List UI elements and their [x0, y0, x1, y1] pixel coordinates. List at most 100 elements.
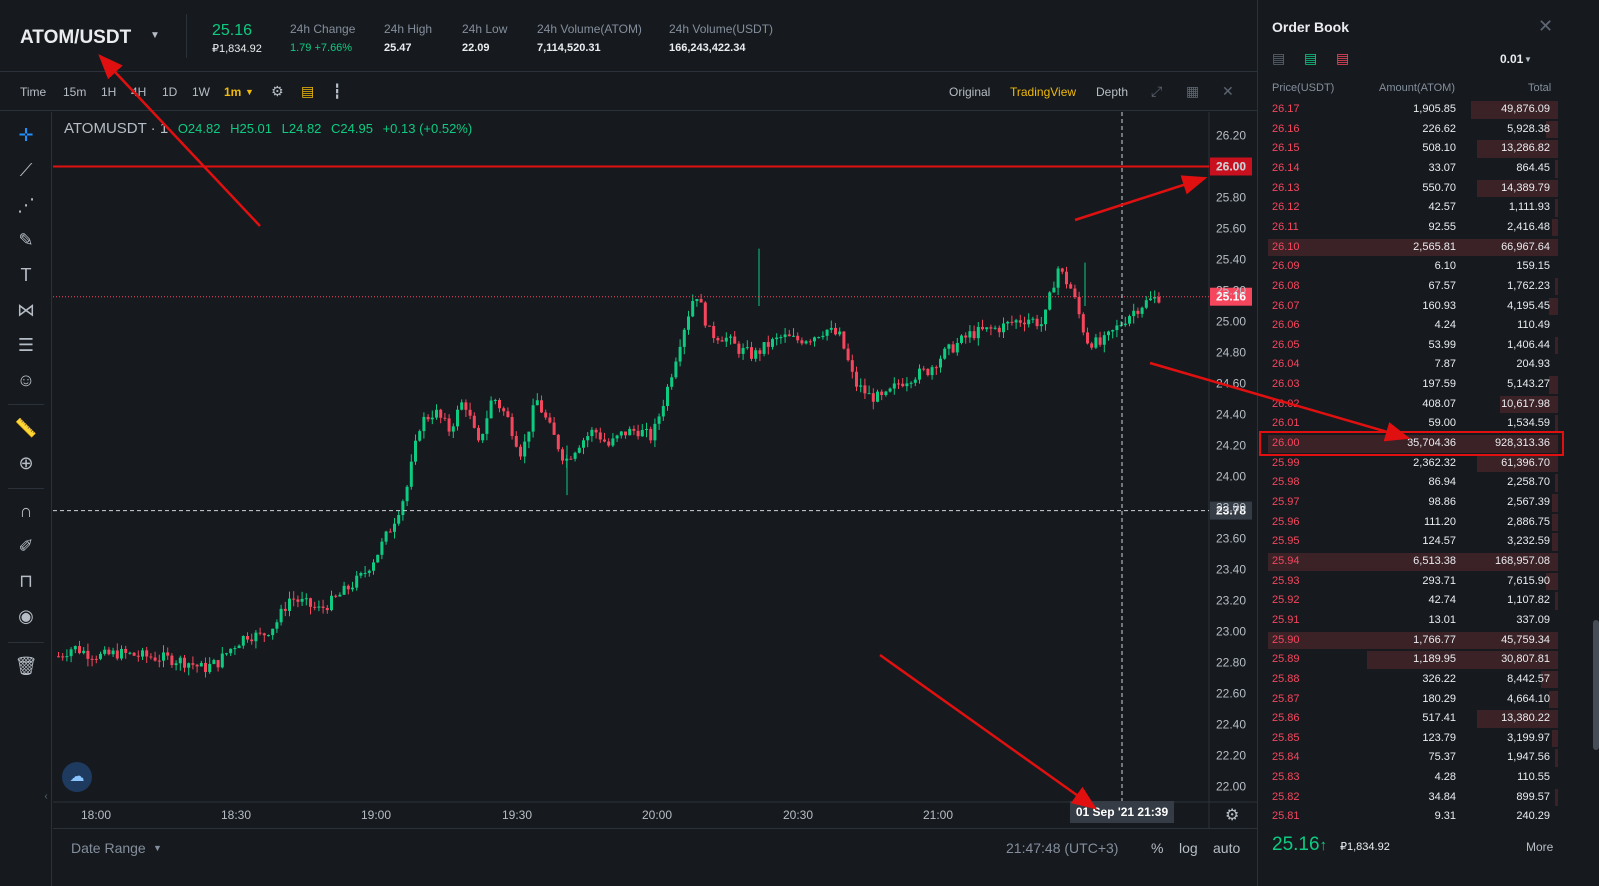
interval-4h[interactable]: 4H	[131, 85, 147, 99]
order-row[interactable]: 26.09 6.10 159.15	[1258, 257, 1558, 277]
order-row[interactable]: 25.90 1,766.77 45,759.34	[1258, 631, 1558, 651]
interval-1w[interactable]: 1W	[192, 85, 210, 99]
book-asks-icon[interactable]: ▤	[1336, 50, 1350, 66]
log-toggle[interactable]: log	[1179, 840, 1198, 856]
crosshair-icon[interactable]: ✛	[18, 125, 34, 145]
book-both-icon[interactable]: ▤	[1272, 50, 1286, 66]
order-row[interactable]: 26.12 42.57 1,111.93	[1258, 198, 1558, 218]
trash-icon[interactable]: 🗑	[14, 656, 38, 676]
date-range-caret-icon[interactable]: ▼	[153, 843, 162, 853]
order-row[interactable]: 25.92 42.74 1,107.82	[1258, 591, 1558, 611]
chart-type-candles-icon[interactable]: ┇	[333, 83, 342, 99]
percent-toggle[interactable]: %	[1151, 840, 1164, 856]
text-tool-icon[interactable]: T	[20, 265, 32, 285]
divider	[8, 404, 44, 405]
date-range-button[interactable]: Date Range	[71, 840, 146, 856]
pair-selector[interactable]: ATOM/USDT	[20, 27, 132, 48]
fullscreen-icon[interactable]: ⤢	[1151, 83, 1163, 99]
order-row[interactable]: 25.85 123.79 3,199.97	[1258, 729, 1558, 749]
x-tick-label: 18:00	[81, 808, 111, 822]
order-row[interactable]: 25.97 98.86 2,567.39	[1258, 493, 1558, 513]
order-price: 26.15	[1272, 142, 1300, 155]
order-row[interactable]: 25.84 75.37 1,947.56	[1258, 748, 1558, 768]
order-row[interactable]: 25.86 517.41 13,380.22	[1258, 709, 1558, 729]
order-row[interactable]: 25.99 2,362.32 61,396.70	[1258, 454, 1558, 474]
candle-body	[115, 650, 119, 659]
magnet-icon[interactable]: ∩	[19, 501, 33, 521]
order-row[interactable]: 25.82 34.84 899.57	[1258, 788, 1558, 808]
more-link[interactable]: More	[1526, 840, 1554, 854]
candle-body	[1056, 268, 1060, 288]
order-row[interactable]: 26.17 1,905.85 49,876.09	[1258, 100, 1558, 120]
order-row[interactable]: 26.05 53.99 1,406.44	[1258, 336, 1558, 356]
interval-1m[interactable]: 1m	[224, 85, 242, 99]
stat-value: 166,243,422.34	[669, 42, 746, 54]
order-row[interactable]: 26.04 7.87 204.93	[1258, 355, 1558, 375]
ruler-icon[interactable]: 📏	[14, 418, 38, 438]
tradingview-logo-icon[interactable]: ☁	[62, 762, 92, 792]
order-row[interactable]: 26.10 2,565.81 66,967.64	[1258, 238, 1558, 258]
view-original[interactable]: Original	[949, 85, 991, 99]
order-row[interactable]: 25.95 124.57 3,232.59	[1258, 532, 1558, 552]
order-total: 4,195.45	[1507, 299, 1550, 312]
order-row[interactable]: 26.11 92.55 2,416.48	[1258, 218, 1558, 238]
clock-time[interactable]: 21:47:48 (UTC+3)	[1006, 840, 1119, 856]
close-chart-icon[interactable]: ✕	[1222, 83, 1234, 99]
chart-settings-gear-icon[interactable]: ⚙	[1225, 805, 1239, 824]
order-row[interactable]: 25.96 111.20 2,886.75	[1258, 513, 1558, 533]
tick-caret-icon[interactable]: ▼	[1524, 55, 1532, 64]
order-row[interactable]: 26.07 160.93 4,195.45	[1258, 297, 1558, 317]
order-row[interactable]: 25.91 13.01 337.09	[1258, 611, 1558, 631]
lock-drawing-icon[interactable]: ✐	[18, 536, 34, 556]
order-row[interactable]: 26.14 33.07 864.45	[1258, 159, 1558, 179]
eye-icon[interactable]: ◉	[18, 606, 34, 626]
order-row[interactable]: 26.13 550.70 14,389.79	[1258, 179, 1558, 199]
fib-tool-icon[interactable]: ⋰	[17, 195, 35, 215]
brush-icon[interactable]: ✎	[18, 230, 34, 250]
auto-toggle[interactable]: auto	[1213, 840, 1241, 856]
scrollbar[interactable]	[1593, 620, 1599, 750]
order-total: 13,380.22	[1501, 712, 1550, 725]
interval-time[interactable]: Time	[20, 85, 47, 99]
indicator-list-icon[interactable]: ▤	[301, 83, 315, 99]
order-row[interactable]: 26.01 59.00 1,534.59	[1258, 414, 1558, 434]
pair-caret-icon[interactable]: ▼	[150, 30, 160, 41]
trend-line-icon[interactable]: ⟋	[19, 160, 33, 180]
order-row[interactable]: 25.83 4.28 110.55	[1258, 768, 1558, 788]
order-row[interactable]: 26.15 508.10 13,286.82	[1258, 139, 1558, 159]
order-amount: 7.87	[1434, 358, 1456, 371]
interval-1d[interactable]: 1D	[162, 85, 178, 99]
prediction-tool-icon[interactable]: ☰	[17, 335, 35, 355]
view-depth[interactable]: Depth	[1096, 85, 1129, 99]
order-row[interactable]: 25.98 86.94 2,258.70	[1258, 473, 1558, 493]
order-row[interactable]: 26.08 67.57 1,762.23	[1258, 277, 1558, 297]
layout-grid-icon[interactable]: ▦	[1186, 83, 1200, 99]
zoom-in-icon[interactable]: ⊕	[18, 453, 34, 473]
candle-body	[145, 650, 149, 657]
order-row[interactable]: 26.03 197.59 5,143.27	[1258, 375, 1558, 395]
interval-caret-icon[interactable]: ▼	[245, 87, 254, 97]
emoji-icon[interactable]: ☺	[16, 370, 36, 390]
view-tradingview[interactable]: TradingView	[1010, 85, 1077, 99]
order-row[interactable]: 25.87 180.29 4,664.10	[1258, 690, 1558, 710]
indicator-settings-icon[interactable]: ⚙	[271, 83, 284, 99]
interval-15m[interactable]: 15m	[63, 85, 87, 99]
order-row[interactable]: 25.81 9.31 240.29	[1258, 807, 1558, 827]
pattern-tool-icon[interactable]: ⋈	[17, 300, 35, 320]
interval-1h[interactable]: 1H	[101, 85, 117, 99]
tick-size-select[interactable]: 0.01	[1500, 52, 1524, 66]
order-row[interactable]: 25.89 1,189.95 30,807.81	[1258, 650, 1558, 670]
order-row[interactable]: 26.00 35,704.36 928,313.36	[1258, 434, 1558, 454]
order-row[interactable]: 25.88 326.22 8,442.57	[1258, 670, 1558, 690]
order-row[interactable]: 26.06 4.24 110.49	[1258, 316, 1558, 336]
order-row[interactable]: 25.94 6,513.38 168,957.08	[1258, 552, 1558, 572]
order-row[interactable]: 26.16 226.62 5,928.38	[1258, 120, 1558, 140]
order-row[interactable]: 25.93 293.71 7,615.90	[1258, 572, 1558, 592]
book-bids-icon[interactable]: ▤	[1304, 50, 1318, 66]
lock-icon[interactable]: ⊓	[18, 571, 34, 591]
candle-body	[724, 337, 728, 342]
collapse-rail-icon[interactable]: ‹	[44, 791, 48, 802]
close-icon[interactable]: ✕	[1538, 16, 1554, 36]
